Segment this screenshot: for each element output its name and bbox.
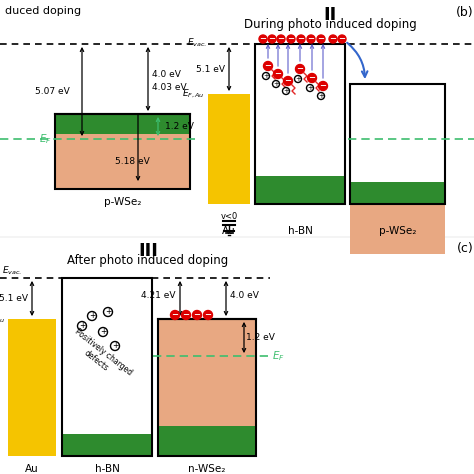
Text: −: −	[259, 35, 266, 44]
Text: p-WSe₂: p-WSe₂	[379, 226, 416, 236]
Bar	[350, 84, 445, 204]
Text: 5.18 eV: 5.18 eV	[115, 157, 150, 166]
Bar	[55, 134, 190, 189]
Text: −: −	[338, 35, 346, 44]
Text: Positively charged
defects: Positively charged defects	[66, 327, 134, 386]
Bar	[255, 44, 345, 176]
Text: $\mathit{E}_F$: $\mathit{E}_F$	[272, 349, 285, 363]
Circle shape	[273, 70, 283, 79]
Text: −: −	[277, 35, 284, 44]
Circle shape	[295, 64, 304, 73]
Circle shape	[287, 35, 295, 43]
Bar	[158, 319, 256, 456]
Text: $\mathit{E}_{vac.}$: $\mathit{E}_{vac.}$	[187, 37, 207, 49]
Text: −: −	[284, 76, 292, 85]
Text: After photo induced doping: After photo induced doping	[67, 254, 228, 267]
Bar	[255, 44, 345, 204]
Text: 4.03 eV: 4.03 eV	[152, 82, 187, 91]
Bar	[158, 426, 256, 456]
Bar	[62, 434, 152, 456]
Circle shape	[277, 35, 285, 43]
Bar	[158, 319, 256, 456]
Text: II: II	[323, 6, 337, 24]
Text: +: +	[283, 88, 289, 94]
Text: III: III	[138, 242, 158, 260]
Circle shape	[192, 310, 201, 319]
Circle shape	[283, 76, 292, 85]
Circle shape	[338, 35, 346, 43]
Bar	[62, 278, 152, 456]
Bar	[350, 182, 445, 204]
Text: Au: Au	[25, 464, 39, 474]
Text: $\mathit{E}_F$: $\mathit{E}_F$	[39, 132, 52, 146]
Text: −: −	[308, 35, 315, 44]
Text: +: +	[263, 73, 269, 79]
Circle shape	[319, 82, 328, 91]
Text: −: −	[204, 310, 211, 319]
Text: +: +	[105, 307, 111, 316]
Text: +: +	[318, 93, 324, 99]
Text: +: +	[89, 311, 95, 320]
Text: (c): (c)	[456, 242, 474, 255]
Text: −: −	[193, 310, 201, 319]
Circle shape	[317, 35, 325, 43]
Text: −: −	[182, 310, 190, 319]
Text: 1.2 eV: 1.2 eV	[165, 122, 194, 131]
Bar	[350, 204, 445, 254]
Bar	[55, 114, 190, 189]
Text: h-BN: h-BN	[288, 226, 312, 236]
Circle shape	[268, 35, 276, 43]
Bar	[62, 278, 152, 434]
Bar	[8, 319, 56, 456]
FancyArrowPatch shape	[347, 43, 367, 77]
Text: −: −	[319, 82, 327, 91]
Text: +: +	[307, 85, 313, 91]
Text: 4.0 eV: 4.0 eV	[152, 70, 181, 79]
Text: −: −	[288, 35, 294, 44]
Text: −: −	[268, 35, 275, 44]
Text: −: −	[297, 64, 303, 73]
Text: 4.21 eV: 4.21 eV	[142, 291, 176, 300]
Text: +: +	[112, 341, 118, 350]
Text: $\mathit{E}_{vac.}$: $\mathit{E}_{vac.}$	[2, 264, 22, 277]
Text: −: −	[329, 35, 337, 44]
Circle shape	[308, 73, 317, 82]
Text: 5.07 eV: 5.07 eV	[35, 87, 70, 96]
Text: 1.2 eV: 1.2 eV	[246, 333, 275, 342]
Text: duced doping: duced doping	[5, 6, 81, 16]
Text: n-WSe₂: n-WSe₂	[188, 464, 226, 474]
Text: −: −	[274, 70, 282, 79]
Text: Au: Au	[222, 226, 236, 236]
Text: $\mathit{E}_{F,Au}$: $\mathit{E}_{F,Au}$	[182, 88, 205, 100]
Text: h-BN: h-BN	[94, 464, 119, 474]
Text: $\mathit{E}_{F,Au}$: $\mathit{E}_{F,Au}$	[0, 313, 6, 325]
Bar	[255, 176, 345, 204]
Bar	[208, 94, 250, 204]
Circle shape	[171, 310, 180, 319]
Text: +: +	[79, 321, 85, 330]
Text: (b): (b)	[456, 6, 474, 19]
Text: During photo induced doping: During photo induced doping	[244, 18, 416, 31]
Circle shape	[182, 310, 191, 319]
Text: 5.1 eV: 5.1 eV	[0, 294, 28, 303]
Text: +: +	[100, 327, 106, 336]
Text: −: −	[172, 310, 179, 319]
Bar	[55, 114, 190, 134]
Text: −: −	[318, 35, 325, 44]
Circle shape	[259, 35, 267, 43]
Text: +: +	[295, 76, 301, 82]
Circle shape	[329, 35, 337, 43]
Circle shape	[307, 35, 315, 43]
Text: v<0: v<0	[220, 212, 237, 221]
Text: −: −	[264, 62, 272, 71]
Circle shape	[264, 62, 273, 71]
Circle shape	[203, 310, 212, 319]
Text: 4.0 eV: 4.0 eV	[230, 291, 259, 300]
Text: 5.1 eV: 5.1 eV	[196, 64, 225, 73]
Text: p-WSe₂: p-WSe₂	[104, 197, 141, 207]
Circle shape	[297, 35, 305, 43]
Text: +: +	[273, 81, 279, 87]
Text: −: −	[298, 35, 304, 44]
Text: −: −	[309, 73, 316, 82]
